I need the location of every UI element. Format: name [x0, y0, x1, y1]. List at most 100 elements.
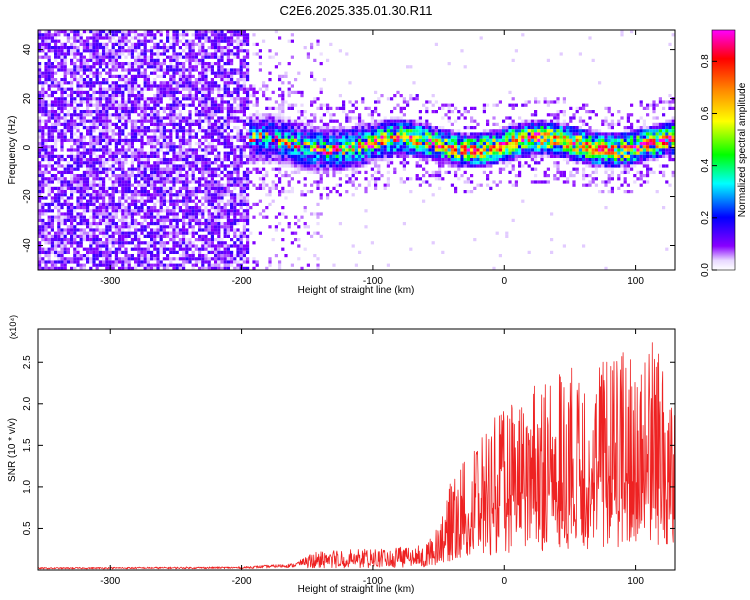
- spectrogram-cell: [361, 135, 365, 139]
- spectrogram-cell: [194, 62, 198, 66]
- spectrogram-cell: [86, 222, 90, 226]
- spectrogram-cell: [198, 119, 202, 123]
- spectrogram-cell: [172, 110, 176, 114]
- spectrogram-cell: [364, 122, 368, 126]
- spectrogram-cell: [143, 234, 147, 238]
- spectrogram-cell: [178, 209, 182, 213]
- spectrogram-cell: [70, 122, 74, 126]
- spectrogram-cell: [98, 129, 102, 133]
- spectrogram-cell: [386, 97, 390, 101]
- spectrogram-cell: [383, 145, 387, 149]
- spectrogram-cell: [242, 183, 246, 187]
- spectrogram-cell: [140, 154, 144, 158]
- spectrogram-cell: [297, 257, 301, 261]
- spectrogram-cell: [300, 148, 304, 152]
- spectrogram-cell: [223, 186, 227, 190]
- spectrogram-cell: [220, 244, 224, 248]
- spectrogram-cell: [230, 161, 234, 165]
- spectrogram-cell: [156, 222, 160, 226]
- spectrogram-cell: [60, 97, 64, 101]
- spectrogram-cell: [268, 161, 272, 165]
- spectrogram-cell: [290, 186, 294, 190]
- spectrogram-cell: [287, 154, 291, 158]
- spectrogram-cell: [121, 62, 125, 66]
- spectrogram-cell: [188, 97, 192, 101]
- spectrogram-cell: [364, 158, 368, 162]
- spectrogram-cell: [374, 110, 378, 114]
- spectrogram-cell: [386, 138, 390, 142]
- spectrogram-cell: [86, 74, 90, 78]
- spectrogram-cell: [255, 97, 259, 101]
- spectrogram-cell: [175, 39, 179, 43]
- spectrogram-cell: [79, 87, 83, 91]
- spectrogram-cell: [236, 212, 240, 216]
- spectrogram-cell: [207, 151, 211, 155]
- spectrogram-cell: [162, 250, 166, 254]
- spectrogram-cell: [41, 260, 45, 264]
- spectrogram-cell: [44, 65, 48, 69]
- spectrogram-cell: [143, 167, 147, 171]
- spectrogram-cell: [54, 39, 58, 43]
- spectrogram-cell: [217, 74, 221, 78]
- spectrogram-cell: [47, 161, 51, 165]
- spectrogram-cell: [294, 222, 298, 226]
- spectrogram-cell: [230, 183, 234, 187]
- spectrogram-cell: [38, 81, 42, 85]
- spectrogram-cell: [284, 196, 288, 200]
- spectrogram-cell: [44, 167, 48, 171]
- spectrogram-cell: [207, 158, 211, 162]
- spectrogram-cell: [194, 42, 198, 46]
- spectrogram-cell: [204, 167, 208, 171]
- spectrogram-cell: [178, 193, 182, 197]
- spectrogram-cell: [300, 158, 304, 162]
- spectrogram-cell: [230, 209, 234, 213]
- spectrogram-cell: [294, 148, 298, 152]
- spectrogram-cell: [159, 244, 163, 248]
- spectrogram-cell: [82, 142, 86, 146]
- spectrogram-cell: [38, 145, 42, 149]
- spectrogram-cell: [86, 68, 90, 72]
- spectrogram-cell: [354, 151, 358, 155]
- spectrogram-cell: [233, 167, 237, 171]
- spectrogram-cell: [134, 58, 138, 62]
- spectrogram-cell: [249, 126, 253, 130]
- spectrogram-cell: [166, 90, 170, 94]
- spectrogram-cell: [92, 71, 96, 75]
- spectrogram-cell: [89, 84, 93, 88]
- spectrogram-cell: [361, 145, 365, 149]
- spectrogram-cell: [198, 209, 202, 213]
- spectrogram-cell: [102, 90, 106, 94]
- spectrogram-cell: [41, 183, 45, 187]
- spectrogram-cell: [303, 138, 307, 142]
- spectrogram-cell: [185, 170, 189, 174]
- spectrogram-cell: [108, 74, 112, 78]
- spectrogram-cell: [166, 190, 170, 194]
- spectrogram-cell: [201, 113, 205, 117]
- spectrogram-cell: [172, 94, 176, 98]
- spectrogram-cell: [188, 62, 192, 66]
- spectrogram-cell: [114, 132, 118, 136]
- spectrogram-cell: [204, 206, 208, 210]
- spectrogram-cell: [310, 119, 314, 123]
- spectrogram-cell: [89, 129, 93, 133]
- spectrogram-cell: [137, 164, 141, 168]
- spectrogram-cell: [41, 106, 45, 110]
- spectrogram-cell: [310, 129, 314, 133]
- spectrogram-cell: [210, 180, 214, 184]
- spectrogram-cell: [130, 218, 134, 222]
- spectrogram-cell: [242, 196, 246, 200]
- spectrogram-cell: [57, 212, 61, 216]
- spectrogram-cell: [236, 193, 240, 197]
- spectrogram-cell: [54, 247, 58, 251]
- spectrogram-cell: [60, 263, 64, 267]
- spectrogram-cell: [105, 126, 109, 130]
- spectrogram-cell: [162, 71, 166, 75]
- spectrogram-cell: [284, 151, 288, 155]
- spectrogram-cell: [364, 190, 368, 194]
- spectrogram-cell: [124, 212, 128, 216]
- spectrogram-cell: [79, 151, 83, 155]
- spectrogram-cell: [322, 122, 326, 126]
- spectrogram-cell: [242, 247, 246, 251]
- spectrogram-cell: [153, 174, 157, 178]
- spectrogram-cell: [290, 129, 294, 133]
